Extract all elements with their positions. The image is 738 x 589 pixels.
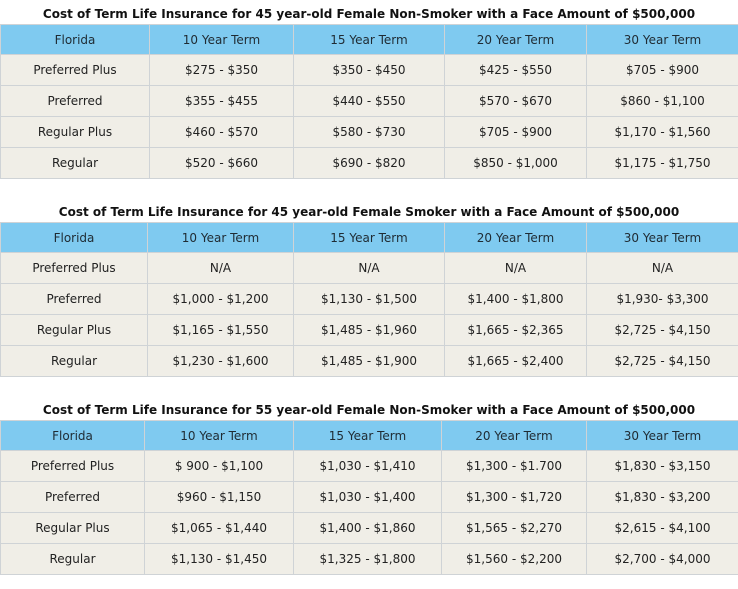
rate-cell: $1,230 - $1,600 <box>147 345 294 377</box>
rate-cell: $1,000 - $1,200 <box>147 283 294 315</box>
rate-cell: $1,300 - $1,720 <box>441 481 587 513</box>
rate-cell: $350 - $450 <box>293 54 445 86</box>
rate-cell: $1,065 - $1,440 <box>144 512 294 544</box>
rate-cell: N/A <box>444 252 587 284</box>
rate-cell: N/A <box>586 252 738 284</box>
rate-cell: N/A <box>147 252 294 284</box>
rate-cell: $425 - $550 <box>444 54 587 86</box>
table-row: Preferred Plus $275 - $350 $350 - $450 $… <box>0 54 738 86</box>
header-cell-15-year: 15 Year Term <box>293 420 442 451</box>
rate-class-cell: Regular Plus <box>0 116 150 148</box>
rate-class-cell: Preferred <box>0 85 150 117</box>
rate-cell: $1,165 - $1,550 <box>147 314 294 346</box>
rate-cell: $960 - $1,150 <box>144 481 294 513</box>
rate-cell: $2,725 - $4,150 <box>586 345 738 377</box>
table-row: Regular $520 - $660 $690 - $820 $850 - $… <box>0 147 738 179</box>
rate-table-3: Cost of Term Life Insurance for 55 year-… <box>0 400 738 575</box>
rate-cell: $1,300 - $1.700 <box>441 450 587 482</box>
table-row: Regular $1,230 - $1,600 $1,485 - $1,900 … <box>0 345 738 377</box>
rate-cell: $1,400 - $1,860 <box>293 512 442 544</box>
header-cell-state: Florida <box>0 420 145 451</box>
rate-cell: $1,665 - $2,365 <box>444 314 587 346</box>
rate-cell: $580 - $730 <box>293 116 445 148</box>
table-row: Preferred Plus N/A N/A N/A N/A <box>0 252 738 284</box>
header-row: Florida 10 Year Term 15 Year Term 20 Yea… <box>0 420 738 451</box>
table-caption: Cost of Term Life Insurance for 55 year-… <box>42 403 696 417</box>
rate-cell: $1,400 - $1,800 <box>444 283 587 315</box>
rate-cell: $2,725 - $4,150 <box>586 314 738 346</box>
rate-cell: $1,665 - $2,400 <box>444 345 587 377</box>
rate-cell: $1,830 - $3,200 <box>586 481 738 513</box>
table-row: Regular Plus $1,165 - $1,550 $1,485 - $1… <box>0 314 738 346</box>
rate-cell: $355 - $455 <box>149 85 294 117</box>
rate-cell: $1,485 - $1,900 <box>293 345 445 377</box>
rate-table-2: Cost of Term Life Insurance for 45 year-… <box>0 202 738 377</box>
header-row: Florida 10 Year Term 15 Year Term 20 Yea… <box>0 222 738 253</box>
header-cell-20-year: 20 Year Term <box>441 420 587 451</box>
rate-table-1: Cost of Term Life Insurance for 45 year-… <box>0 4 738 179</box>
rate-cell: $1,130 - $1,500 <box>293 283 445 315</box>
rate-cell: $520 - $660 <box>149 147 294 179</box>
table-caption: Cost of Term Life Insurance for 45 year-… <box>58 205 680 219</box>
rate-cell: $1,030 - $1,410 <box>293 450 442 482</box>
header-cell-20-year: 20 Year Term <box>444 24 587 55</box>
table-row: Regular $1,130 - $1,450 $1,325 - $1,800 … <box>0 543 738 575</box>
header-cell-10-year: 10 Year Term <box>144 420 294 451</box>
header-cell-state: Florida <box>0 24 150 55</box>
header-cell-15-year: 15 Year Term <box>293 222 445 253</box>
table-row: Preferred Plus $ 900 - $1,100 $1,030 - $… <box>0 450 738 482</box>
rate-cell: $1,485 - $1,960 <box>293 314 445 346</box>
rate-cell: $460 - $570 <box>149 116 294 148</box>
header-cell-30-year: 30 Year Term <box>586 420 738 451</box>
header-cell-30-year: 30 Year Term <box>586 24 738 55</box>
rate-cell: $1,130 - $1,450 <box>144 543 294 575</box>
table-row: Preferred $355 - $455 $440 - $550 $570 -… <box>0 85 738 117</box>
rate-class-cell: Regular Plus <box>0 512 145 544</box>
rate-class-cell: Regular <box>0 543 145 575</box>
rate-class-cell: Preferred <box>0 481 145 513</box>
table-caption: Cost of Term Life Insurance for 45 year-… <box>42 7 696 21</box>
rate-cell: $705 - $900 <box>444 116 587 148</box>
rate-cell: $705 - $900 <box>586 54 738 86</box>
table-row: Regular Plus $1,065 - $1,440 $1,400 - $1… <box>0 512 738 544</box>
header-cell-30-year: 30 Year Term <box>586 222 738 253</box>
header-cell-state: Florida <box>0 222 148 253</box>
rate-cell: $1,170 - $1,560 <box>586 116 738 148</box>
header-cell-15-year: 15 Year Term <box>293 24 445 55</box>
rate-class-cell: Preferred Plus <box>0 450 145 482</box>
rate-class-cell: Regular <box>0 147 150 179</box>
rate-cell: $1,565 - $2,270 <box>441 512 587 544</box>
rate-table: Florida 10 Year Term 15 Year Term 20 Yea… <box>0 420 738 575</box>
rate-cell: $ 900 - $1,100 <box>144 450 294 482</box>
rate-cell: $2,615 - $4,100 <box>586 512 738 544</box>
rate-class-cell: Preferred Plus <box>0 54 150 86</box>
rate-cell: $1,830 - $3,150 <box>586 450 738 482</box>
header-cell-10-year: 10 Year Term <box>147 222 294 253</box>
rate-class-cell: Preferred Plus <box>0 252 148 284</box>
rate-cell: $850 - $1,000 <box>444 147 587 179</box>
rate-cell: $690 - $820 <box>293 147 445 179</box>
rate-cell: $1,930- $3,300 <box>586 283 738 315</box>
rate-table: Florida 10 Year Term 15 Year Term 20 Yea… <box>0 222 738 377</box>
table-row: Preferred $1,000 - $1,200 $1,130 - $1,50… <box>0 283 738 315</box>
rate-class-cell: Regular Plus <box>0 314 148 346</box>
rate-cell: $1,560 - $2,200 <box>441 543 587 575</box>
rate-cell: $570 - $670 <box>444 85 587 117</box>
rate-cell: N/A <box>293 252 445 284</box>
rate-cell: $440 - $550 <box>293 85 445 117</box>
rate-cell: $1,030 - $1,400 <box>293 481 442 513</box>
rate-class-cell: Preferred <box>0 283 148 315</box>
header-cell-10-year: 10 Year Term <box>149 24 294 55</box>
header-cell-20-year: 20 Year Term <box>444 222 587 253</box>
rate-cell: $1,175 - $1,750 <box>586 147 738 179</box>
rate-cell: $860 - $1,100 <box>586 85 738 117</box>
header-row: Florida 10 Year Term 15 Year Term 20 Yea… <box>0 24 738 55</box>
rate-cell: $1,325 - $1,800 <box>293 543 442 575</box>
rate-cell: $2,700 - $4,000 <box>586 543 738 575</box>
rate-class-cell: Regular <box>0 345 148 377</box>
table-row: Regular Plus $460 - $570 $580 - $730 $70… <box>0 116 738 148</box>
rate-table: Florida 10 Year Term 15 Year Term 20 Yea… <box>0 24 738 179</box>
rate-cell: $275 - $350 <box>149 54 294 86</box>
table-row: Preferred $960 - $1,150 $1,030 - $1,400 … <box>0 481 738 513</box>
